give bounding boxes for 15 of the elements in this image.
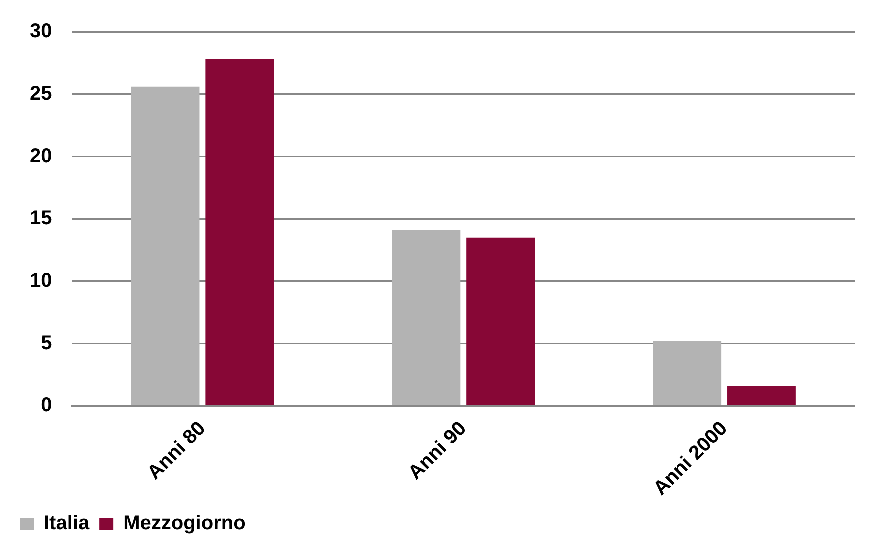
y-tick-label: 20 xyxy=(30,145,52,168)
bar xyxy=(728,386,796,406)
bar xyxy=(131,86,200,406)
legend-label: Italia xyxy=(44,512,90,535)
bar xyxy=(466,238,536,406)
y-tick-label: 0 xyxy=(41,394,52,417)
legend-label: Mezzogiorno xyxy=(124,512,246,535)
y-tick-label: 15 xyxy=(30,208,52,230)
bar xyxy=(206,59,274,406)
y-tick-label: 5 xyxy=(41,332,52,354)
bar xyxy=(653,341,722,406)
y-tick-label: 10 xyxy=(30,270,52,292)
y-tick-label: 30 xyxy=(30,20,52,43)
y-tick-label: 25 xyxy=(30,82,52,105)
bar xyxy=(392,230,461,406)
